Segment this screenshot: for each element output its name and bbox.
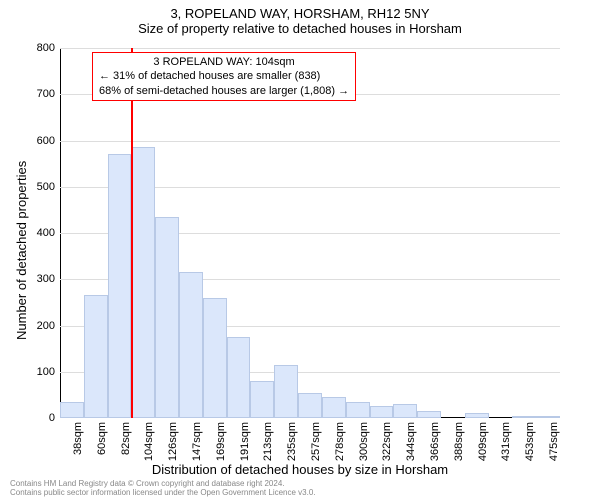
x-axis-label: Distribution of detached houses by size … (0, 462, 600, 477)
chart-plot-area: 010020030040050060070080038sqm60sqm82sqm… (60, 48, 560, 418)
credit-line2: Contains public sector information licen… (10, 489, 316, 498)
histogram-bar (465, 413, 489, 418)
gridline (60, 141, 560, 142)
y-tick-label: 200 (15, 320, 55, 332)
histogram-bar (155, 217, 179, 418)
page-title-line2: Size of property relative to detached ho… (0, 21, 600, 40)
histogram-bar (108, 154, 132, 418)
histogram-bar (274, 365, 298, 418)
y-tick-label: 300 (15, 273, 55, 285)
histogram-bar (179, 272, 203, 418)
annotation-line: 68% of semi-detached houses are larger (… (99, 84, 349, 98)
histogram-bar (346, 402, 370, 418)
histogram-bar (84, 295, 108, 418)
histogram-bar (417, 411, 441, 418)
histogram-bar (512, 416, 536, 418)
y-tick-label: 500 (15, 181, 55, 193)
histogram-bar (60, 402, 84, 418)
y-tick-label: 0 (15, 412, 55, 424)
gridline (60, 48, 560, 49)
y-tick-label: 800 (15, 42, 55, 54)
y-tick-label: 100 (15, 366, 55, 378)
page-title-line1: 3, ROPELAND WAY, HORSHAM, RH12 5NY (0, 0, 600, 21)
y-tick-label: 400 (15, 227, 55, 239)
annotation-line: 3 ROPELAND WAY: 104sqm (99, 55, 349, 69)
histogram-bar (250, 381, 274, 418)
histogram-bar (536, 416, 560, 418)
histogram-bar (322, 397, 346, 418)
annotation-line: ← 31% of detached houses are smaller (83… (99, 69, 349, 83)
histogram-bar (131, 147, 155, 418)
credit-text: Contains HM Land Registry data © Crown c… (10, 480, 316, 498)
histogram-bar (298, 393, 322, 418)
annotation-box: 3 ROPELAND WAY: 104sqm← 31% of detached … (92, 52, 356, 101)
y-tick-label: 700 (15, 88, 55, 100)
histogram-bar (393, 404, 417, 418)
marker-line (131, 48, 133, 418)
histogram-bar (227, 337, 251, 418)
histogram-bar (370, 406, 394, 418)
y-tick-label: 600 (15, 135, 55, 147)
histogram-bar (203, 298, 227, 418)
